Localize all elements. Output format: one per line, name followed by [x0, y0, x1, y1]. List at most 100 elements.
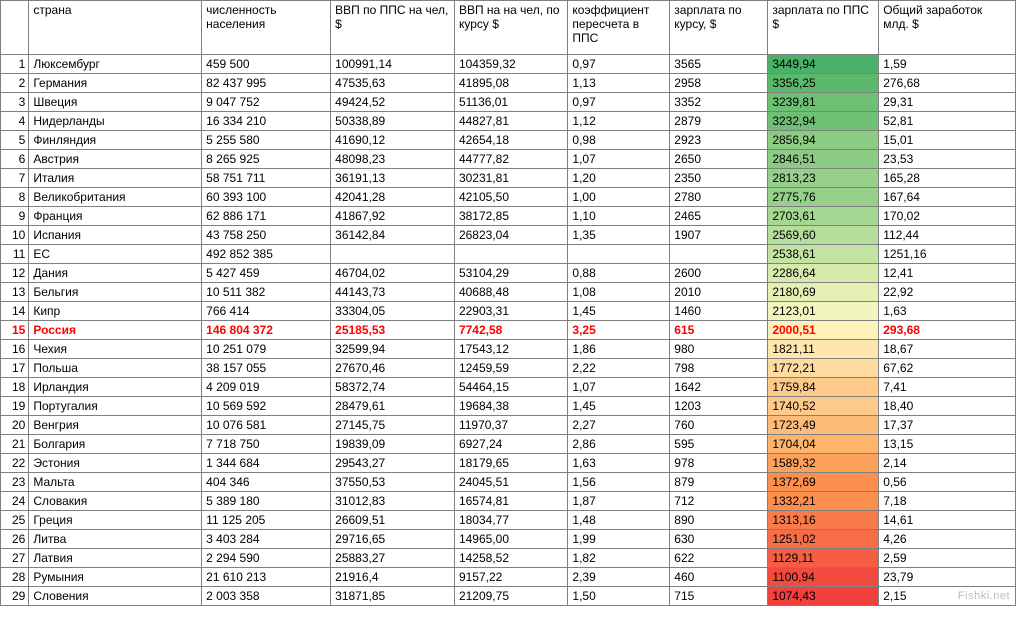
cell-gdp-ppp: 27145,75: [331, 416, 455, 435]
table-row: 10Испания43 758 25036142,8426823,041,351…: [1, 226, 1016, 245]
cell-country: Румыния: [29, 568, 202, 587]
cell-idx: 13: [1, 283, 29, 302]
header-idx: [1, 1, 29, 55]
cell-population: 459 500: [202, 55, 331, 74]
cell-gdp-ppp: 19839,09: [331, 435, 455, 454]
cell-population: 10 569 592: [202, 397, 331, 416]
cell-gdp-rate: 17543,12: [454, 340, 567, 359]
cell-population: 10 076 581: [202, 416, 331, 435]
cell-salary-ppp: 2846,51: [768, 150, 879, 169]
cell-gdp-ppp: 50338,89: [331, 112, 455, 131]
cell-total: 276,68: [879, 74, 1016, 93]
cell-salary-ppp: 2180,69: [768, 283, 879, 302]
cell-country: Испания: [29, 226, 202, 245]
cell-gdp-rate: 19684,38: [454, 397, 567, 416]
cell-idx: 6: [1, 150, 29, 169]
cell-salary-ppp: 2286,64: [768, 264, 879, 283]
cell-salary-ppp: 1372,69: [768, 473, 879, 492]
cell-country: Бельгия: [29, 283, 202, 302]
cell-gdp-rate: [454, 245, 567, 264]
cell-country: Германия: [29, 74, 202, 93]
cell-gdp-rate: 44827,81: [454, 112, 567, 131]
cell-total: 2,14: [879, 454, 1016, 473]
header-gdp-ppp: ВВП по ППС на чел, $: [331, 1, 455, 55]
cell-population: 21 610 213: [202, 568, 331, 587]
cell-salary: 798: [670, 359, 768, 378]
cell-salary: 630: [670, 530, 768, 549]
table-row: 4Нидерланды16 334 21050338,8944827,811,1…: [1, 112, 1016, 131]
cell-coef: 1,45: [568, 397, 670, 416]
table-row: 17Польша38 157 05527670,4612459,592,2279…: [1, 359, 1016, 378]
cell-total: 112,44: [879, 226, 1016, 245]
table-row: 8Великобритания60 393 10042041,2842105,5…: [1, 188, 1016, 207]
cell-salary-ppp: 2703,61: [768, 207, 879, 226]
cell-salary-ppp: 3239,81: [768, 93, 879, 112]
cell-salary-ppp: 1759,84: [768, 378, 879, 397]
cell-country: Мальта: [29, 473, 202, 492]
cell-gdp-rate: 44777,82: [454, 150, 567, 169]
cell-gdp-rate: 18034,77: [454, 511, 567, 530]
table-row: 3Швеция9 047 75249424,5251136,010,973352…: [1, 93, 1016, 112]
cell-coef: 3,25: [568, 321, 670, 340]
cell-gdp-rate: 26823,04: [454, 226, 567, 245]
cell-salary-ppp: 2856,94: [768, 131, 879, 150]
cell-idx: 15: [1, 321, 29, 340]
cell-coef: 2,39: [568, 568, 670, 587]
cell-salary: 1203: [670, 397, 768, 416]
cell-coef: 1,63: [568, 454, 670, 473]
cell-population: 5 255 580: [202, 131, 331, 150]
cell-gdp-ppp: 41690,12: [331, 131, 455, 150]
cell-gdp-ppp: 37550,53: [331, 473, 455, 492]
cell-gdp-ppp: 48098,23: [331, 150, 455, 169]
cell-gdp-ppp: 26609,51: [331, 511, 455, 530]
table-row: 5Финляндия5 255 58041690,1242654,180,982…: [1, 131, 1016, 150]
cell-country: ЕС: [29, 245, 202, 264]
cell-country: Швеция: [29, 93, 202, 112]
cell-gdp-rate: 54464,15: [454, 378, 567, 397]
cell-idx: 18: [1, 378, 29, 397]
cell-gdp-ppp: 31012,83: [331, 492, 455, 511]
cell-country: Франция: [29, 207, 202, 226]
cell-country: Австрия: [29, 150, 202, 169]
cell-idx: 7: [1, 169, 29, 188]
cell-coef: 0,97: [568, 55, 670, 74]
cell-total: 52,81: [879, 112, 1016, 131]
cell-country: Чехия: [29, 340, 202, 359]
cell-total: 7,18: [879, 492, 1016, 511]
cell-coef: 1,48: [568, 511, 670, 530]
cell-total: 1251,16: [879, 245, 1016, 264]
cell-gdp-rate: 22903,31: [454, 302, 567, 321]
cell-country: Словения: [29, 587, 202, 606]
watermark: Fishki.net: [958, 590, 1010, 602]
cell-salary: 1460: [670, 302, 768, 321]
cell-gdp-rate: 41895,08: [454, 74, 567, 93]
cell-salary: 2958: [670, 74, 768, 93]
table-body: 1Люксембург459 500100991,14104359,320,97…: [1, 55, 1016, 606]
cell-total: 165,28: [879, 169, 1016, 188]
cell-total: 29,31: [879, 93, 1016, 112]
table-row: 11 ЕС492 852 3852538,611251,16: [1, 245, 1016, 264]
cell-salary: 2600: [670, 264, 768, 283]
cell-salary-ppp: 2538,61: [768, 245, 879, 264]
cell-salary: 2465: [670, 207, 768, 226]
cell-gdp-rate: 24045,51: [454, 473, 567, 492]
cell-country: Италия: [29, 169, 202, 188]
cell-total: 18,40: [879, 397, 1016, 416]
cell-salary-ppp: 1100,94: [768, 568, 879, 587]
cell-coef: 2,86: [568, 435, 670, 454]
cell-coef: 1,12: [568, 112, 670, 131]
cell-salary: [670, 245, 768, 264]
cell-gdp-rate: 12459,59: [454, 359, 567, 378]
cell-gdp-ppp: [331, 245, 455, 264]
cell-gdp-rate: 53104,29: [454, 264, 567, 283]
cell-total: 15,01: [879, 131, 1016, 150]
cell-salary: 622: [670, 549, 768, 568]
cell-population: 62 886 171: [202, 207, 331, 226]
table-row: 20Венгрия10 076 58127145,7511970,372,277…: [1, 416, 1016, 435]
table-row: 13Бельгия10 511 38244143,7340688,481,082…: [1, 283, 1016, 302]
header-coef: коэффициент пересчета в ППС: [568, 1, 670, 55]
cell-coef: 1,00: [568, 188, 670, 207]
cell-country: Болгария: [29, 435, 202, 454]
cell-idx: 20: [1, 416, 29, 435]
cell-coef: 1,87: [568, 492, 670, 511]
